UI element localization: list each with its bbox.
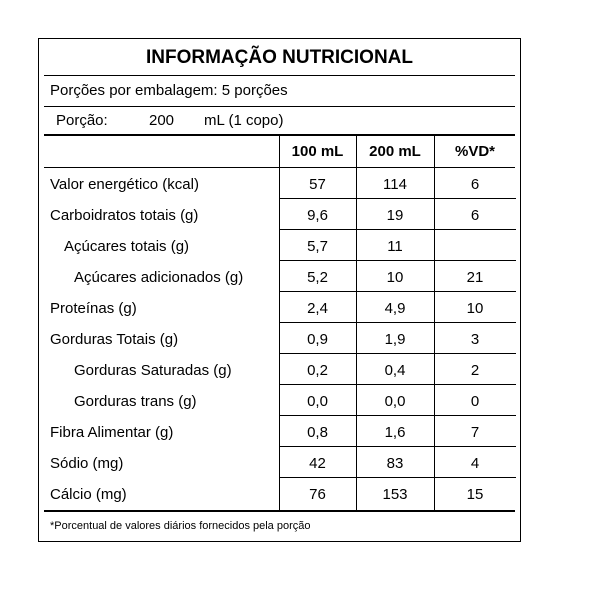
divider (44, 106, 515, 107)
cell-value: 0,0 (384, 393, 406, 410)
footnote: *Porcentual de valores diários fornecido… (50, 520, 311, 532)
row-line (279, 446, 516, 447)
column-header: %VD* (454, 143, 495, 160)
cell-value: 1,6 (384, 424, 406, 441)
column-header: 100 mL (291, 143, 344, 160)
cell-value: 6 (470, 176, 480, 193)
row-label: Valor energético (kcal) (50, 176, 199, 193)
cell-value: 76 (309, 486, 326, 503)
row-line (279, 198, 516, 199)
row-label: Gorduras Totais (g) (50, 331, 179, 348)
cell-value: 2,4 (307, 300, 328, 317)
cell-value: 83 (386, 455, 404, 472)
row-label: Açúcares totais (g) (64, 238, 190, 255)
cell-value: 0,9 (307, 331, 328, 348)
cell-value: 10 (386, 269, 404, 286)
cell-value: 15 (466, 486, 484, 503)
row-label: Sódio (mg) (50, 455, 124, 472)
cell-value: 5,2 (307, 269, 328, 286)
cell-value: 10 (466, 300, 484, 317)
row-label: Gorduras Saturadas (g) (74, 362, 232, 379)
row-line (279, 384, 516, 385)
row-line (279, 229, 516, 230)
row-label: Proteínas (g) (50, 300, 137, 317)
row-line (279, 353, 516, 354)
cell-value: 0,2 (307, 362, 328, 379)
cell-value: 57 (309, 176, 326, 193)
row-line (44, 167, 515, 168)
row-line (279, 322, 516, 323)
divider (44, 75, 515, 76)
cell-value: 2 (470, 362, 480, 379)
divider (44, 510, 515, 512)
row-label: Cálcio (mg) (50, 486, 127, 503)
portion-label: Porção: (56, 112, 108, 129)
portion-amount: 200 (149, 112, 175, 129)
cell-value: 153 (382, 486, 408, 503)
cell-value: 3 (470, 331, 480, 348)
cell-value: 5,7 (307, 238, 328, 255)
row-label: Gorduras trans (g) (74, 393, 197, 410)
cell-value: 9,6 (307, 207, 328, 224)
cell-value: 21 (466, 269, 484, 286)
servings: Porções por embalagem: 5 porções (50, 82, 288, 99)
cell-value: 114 (383, 176, 407, 193)
cell-value: 0,0 (307, 393, 328, 410)
column-line (279, 136, 280, 510)
cell-value: 42 (309, 455, 326, 472)
cell-value: 0,8 (307, 424, 328, 441)
row-line (279, 291, 516, 292)
cell-value: 1,9 (384, 331, 406, 348)
cell-value: 0 (470, 393, 480, 410)
cell-value: 4,9 (384, 300, 406, 317)
title: INFORMAÇÃO NUTRICIONAL (145, 47, 414, 68)
portion-unit: mL (1 copo) (204, 112, 284, 129)
cell-value: 6 (470, 207, 480, 224)
cell-value: 19 (386, 207, 404, 224)
cell-value: 4 (470, 455, 480, 472)
divider (44, 134, 515, 136)
row-label: Fibra Alimentar (g) (50, 424, 174, 441)
cell-value: 7 (470, 424, 480, 441)
row-line (279, 477, 516, 478)
column-header: 200 mL (369, 143, 421, 160)
row-line (279, 415, 516, 416)
cell-value: 11 (387, 238, 403, 255)
nutrition-label: INFORMAÇÃO NUTRICIONAL Porções por embal… (38, 38, 521, 542)
row-line (279, 260, 516, 261)
row-label: Carboidratos totais (g) (50, 207, 199, 224)
row-label: Açúcares adicionados (g) (74, 269, 244, 286)
column-line (356, 136, 357, 510)
cell-value: 0,4 (384, 362, 406, 379)
column-line (434, 136, 435, 510)
